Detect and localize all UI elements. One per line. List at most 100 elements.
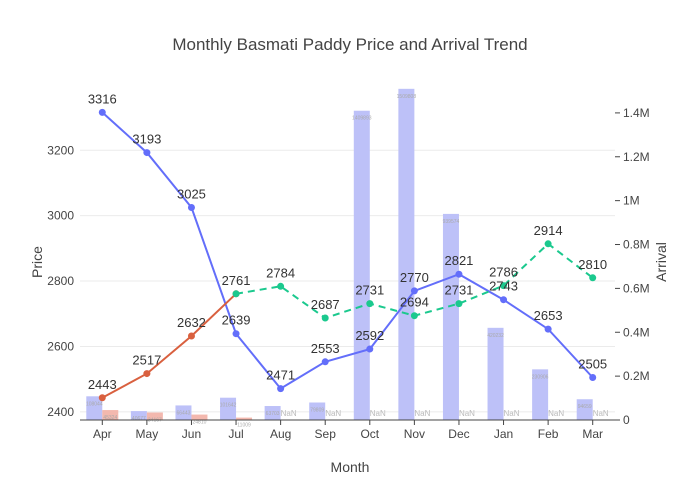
bar-nan-label: NaN <box>593 409 609 418</box>
data-point <box>98 108 106 116</box>
bar-value-label: 230906 <box>532 374 549 380</box>
x-tick-label: Apr <box>93 427 112 441</box>
point-value-label: 2786 <box>489 265 518 280</box>
bar <box>146 412 163 420</box>
bar-value-label: 1409893 <box>352 116 372 122</box>
x-tick-label: Oct <box>360 427 379 441</box>
x-tick-label: Jun <box>182 427 201 441</box>
bar <box>532 369 549 420</box>
data-point <box>544 240 552 248</box>
data-point <box>277 282 285 290</box>
data-point <box>410 287 418 295</box>
bar-nan-label: NaN <box>281 409 297 418</box>
gridlines <box>80 149 615 413</box>
point-labels: 3316 3193 3025 2639 2471 2553 2592 2770 2821 2743… <box>88 91 607 391</box>
bar <box>236 417 253 420</box>
bar-value-label: 63703 <box>266 411 280 417</box>
x-tick-label: Mar <box>582 427 603 441</box>
data-point <box>143 370 151 378</box>
point-value-label: 2505 <box>578 357 607 372</box>
point-value-label: 2731 <box>444 283 473 298</box>
y-left-tick-label: 3200 <box>47 143 74 157</box>
bar-value-label: 66443 <box>177 410 191 416</box>
bar-nan-label: NaN <box>548 409 564 418</box>
bar <box>175 405 192 420</box>
bar <box>102 410 119 420</box>
y-right-tick-label: 0.6M <box>623 281 650 295</box>
y-axis-right-label: Arrival <box>653 242 669 282</box>
y-axis-left-label: Price <box>29 246 45 278</box>
point-value-label: 3025 <box>177 187 206 202</box>
bar <box>264 406 281 420</box>
data-point <box>232 330 240 338</box>
point-value-label: 2731 <box>355 283 384 298</box>
bar <box>309 402 326 420</box>
point-value-label: 2810 <box>578 257 607 272</box>
data-point <box>98 394 106 402</box>
line-series <box>101 111 594 390</box>
data-point <box>455 270 463 278</box>
data-point <box>500 296 508 304</box>
y-axis-right: 0 0.2M 0.4M 0.6M 0.8M 1M 1.2M 1.4M <box>615 106 650 427</box>
x-tick-label: Aug <box>270 427 291 441</box>
point-value-label: 3193 <box>132 132 161 147</box>
data-point <box>187 332 195 340</box>
point-value-label: 2761 <box>222 273 251 288</box>
point-value-label: 2784 <box>266 265 295 280</box>
y-right-tick-label: 1M <box>623 194 640 208</box>
x-tick-label: Feb <box>538 427 559 441</box>
point-value-label: 2592 <box>355 328 384 343</box>
bar-value-label: 40677 <box>132 416 146 422</box>
data-point <box>232 290 240 298</box>
point-value-label: 2821 <box>444 253 473 268</box>
data-point <box>455 300 463 308</box>
bar-value-label: 939574 <box>443 219 460 225</box>
bar-value-label: 34167 <box>148 418 162 424</box>
x-tick-label: Dec <box>448 427 469 441</box>
point-value-label: 2553 <box>311 341 340 356</box>
bar <box>576 399 593 420</box>
point-value-label: 2471 <box>266 368 295 383</box>
bar-labels: 108044 40677 66443 101642 63703 79809 1409893 1… <box>86 94 609 429</box>
data-point <box>277 385 285 393</box>
x-tick-label: Sep <box>315 427 337 441</box>
bar-value-label: 11009 <box>237 423 251 429</box>
y-right-tick-label: 0.4M <box>623 325 650 339</box>
bar-nan-label: NaN <box>459 409 475 418</box>
y-right-tick-label: 0 <box>623 413 630 427</box>
data-point <box>366 300 374 308</box>
y-left-tick-label: 2400 <box>47 405 74 419</box>
bar <box>220 397 237 420</box>
y-right-tick-label: 1.4M <box>623 106 650 120</box>
bar <box>398 88 415 420</box>
point-value-label: 2770 <box>400 270 429 285</box>
point-value-label: 2694 <box>400 295 429 310</box>
data-point <box>321 314 329 322</box>
bar-value-label: 79809 <box>310 407 324 413</box>
data-point <box>410 312 418 320</box>
data-point <box>589 274 597 282</box>
bar <box>353 110 370 420</box>
point-value-label: 2639 <box>222 313 251 328</box>
data-point <box>589 374 597 381</box>
bar-nan-label: NaN <box>370 409 386 418</box>
lines <box>101 111 594 399</box>
y-right-tick-label: 1.2M <box>623 150 650 164</box>
point-value-label: 2743 <box>489 279 518 294</box>
x-axis: Apr May Jun Jul Aug Sep Oct Nov Dec Jan Feb Mar <box>80 419 615 441</box>
bar-value-label: 101642 <box>220 403 237 409</box>
y-left-tick-label: 2600 <box>47 339 74 353</box>
point-value-label: 2687 <box>311 297 340 312</box>
bar <box>191 414 208 420</box>
data-point <box>366 345 374 353</box>
bar-value-label: 1509808 <box>397 94 417 100</box>
point-value-label: 2632 <box>177 315 206 330</box>
chart-title: Monthly Basmati Paddy Price and Arrival … <box>172 35 527 54</box>
point-value-label: 2443 <box>88 377 117 392</box>
point-value-label: 2914 <box>534 223 563 238</box>
y-left-tick-label: 3000 <box>47 209 74 223</box>
bar-value-label: 45324 <box>103 415 117 421</box>
bar-value-label: 94659 <box>578 404 592 410</box>
bar-value-label: 420232 <box>487 333 504 339</box>
y-left-tick-label: 2800 <box>47 274 74 288</box>
